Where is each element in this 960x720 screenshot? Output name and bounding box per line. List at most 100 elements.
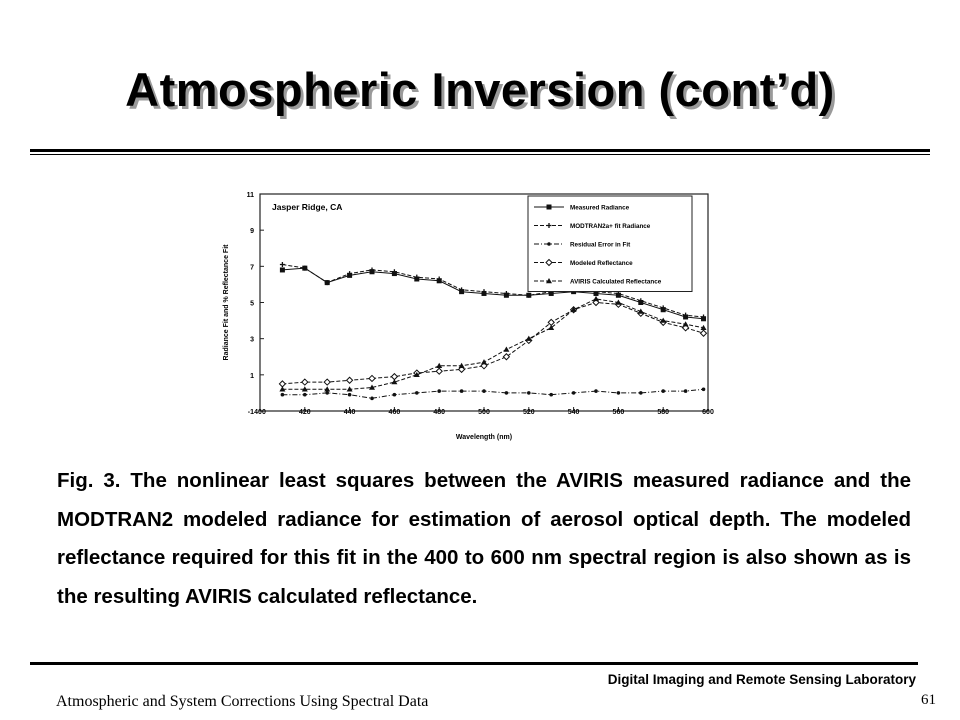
data-point (414, 274, 420, 280)
legend-marker (546, 278, 552, 284)
data-point (637, 308, 644, 314)
data-point (660, 317, 667, 323)
data-point (459, 389, 464, 393)
data-point (525, 335, 532, 341)
data-point (527, 391, 531, 395)
y-tick-label: 3 (250, 337, 254, 344)
series-line (282, 298, 704, 390)
x-tick-label: 520 (523, 409, 535, 416)
x-tick-label: 440 (344, 409, 356, 416)
y-tick-label: 11 (247, 192, 255, 199)
data-point (639, 391, 643, 395)
series-4 (279, 295, 707, 392)
data-point (279, 267, 285, 273)
data-point (661, 389, 665, 393)
x-tick-label: 540 (568, 409, 580, 416)
footer-rule (30, 662, 918, 665)
data-point (503, 290, 509, 296)
data-point (660, 305, 666, 311)
data-point (570, 306, 577, 312)
x-tick-label: 400 (254, 409, 266, 416)
x-tick-label: 420 (299, 409, 311, 416)
legend-marker (546, 204, 552, 210)
data-point (481, 359, 487, 365)
data-point (392, 392, 397, 397)
y-tick-label: 7 (250, 264, 254, 271)
data-point (323, 378, 331, 386)
data-point (616, 391, 621, 395)
data-point (436, 362, 443, 368)
data-point (458, 362, 465, 368)
data-point (437, 389, 441, 393)
data-point (481, 289, 487, 295)
data-point (369, 267, 375, 273)
data-point (638, 298, 644, 304)
legend-marker (546, 223, 552, 228)
x-axis-label: Wavelength (nm) (456, 434, 512, 441)
data-point (593, 295, 599, 302)
data-point (526, 292, 532, 298)
data-point (390, 372, 399, 381)
y-tick-label: 9 (250, 228, 254, 235)
data-point (435, 367, 443, 375)
data-point (325, 391, 329, 395)
legend-entry: AVIRIS Calculated Reflectance (534, 278, 662, 286)
data-point (369, 384, 375, 390)
data-point (303, 392, 307, 397)
data-point (280, 392, 285, 397)
data-point (682, 321, 689, 327)
data-point (301, 378, 309, 386)
data-point (436, 276, 442, 282)
series-line (282, 267, 704, 320)
chart-title: Jasper Ridge, CA (272, 202, 342, 212)
data-point (457, 365, 466, 374)
radiance-reflectance-chart: -1 1 3 5 7 9 11 400 420 440 460 480 500 520 540 560 580 6… (223, 192, 714, 441)
data-point (391, 269, 397, 275)
legend-marker (545, 258, 553, 267)
title-rule-thin (30, 154, 930, 155)
data-point (502, 353, 511, 361)
x-tick-label: 460 (389, 409, 401, 416)
data-point (547, 318, 555, 327)
data-point (459, 287, 465, 293)
data-point (370, 396, 374, 401)
series-2 (280, 387, 706, 401)
series-line (282, 388, 704, 399)
data-point (345, 376, 354, 384)
data-point (548, 324, 555, 331)
data-point (504, 391, 509, 395)
data-point (279, 386, 286, 392)
legend-label: AVIRIS Calculated Reflectance (570, 279, 662, 286)
data-point (699, 329, 708, 337)
data-point (615, 299, 622, 305)
series-line (282, 264, 704, 318)
data-point (347, 392, 352, 397)
data-point (347, 271, 353, 277)
data-point (413, 371, 420, 378)
y-tick-label: 5 (250, 301, 254, 308)
legend-label: MODTRAN2a+ fit Radiance (570, 223, 651, 230)
legend-entry: Measured Radiance (534, 204, 630, 212)
legend-label: Residual Error in Fit (570, 242, 631, 249)
slide-title: Atmospheric Inversion (cont’d) (125, 63, 835, 116)
x-tick-label: 500 (478, 409, 490, 416)
data-point (594, 389, 598, 393)
series-1 (279, 262, 707, 320)
x-tick-label: 560 (613, 409, 625, 416)
data-point (279, 262, 285, 268)
data-point (301, 386, 308, 392)
data-point (700, 324, 707, 331)
data-point (571, 391, 576, 395)
data-point (482, 389, 486, 393)
data-point (302, 265, 308, 271)
legend-entry: Residual Error in Fit (534, 242, 631, 249)
page-number: 61 (921, 692, 936, 708)
footer-text: Atmospheric and System Corrections Using… (56, 693, 429, 710)
legend-label: Measured Radiance (570, 205, 630, 212)
y-tick-label: -1 (248, 409, 254, 416)
legend-entry: MODTRAN2a+ fit Radiance (534, 223, 651, 230)
data-point (346, 386, 353, 392)
x-tick-label: 580 (657, 409, 669, 416)
data-point (683, 312, 689, 318)
title-rule-thick (30, 149, 930, 152)
